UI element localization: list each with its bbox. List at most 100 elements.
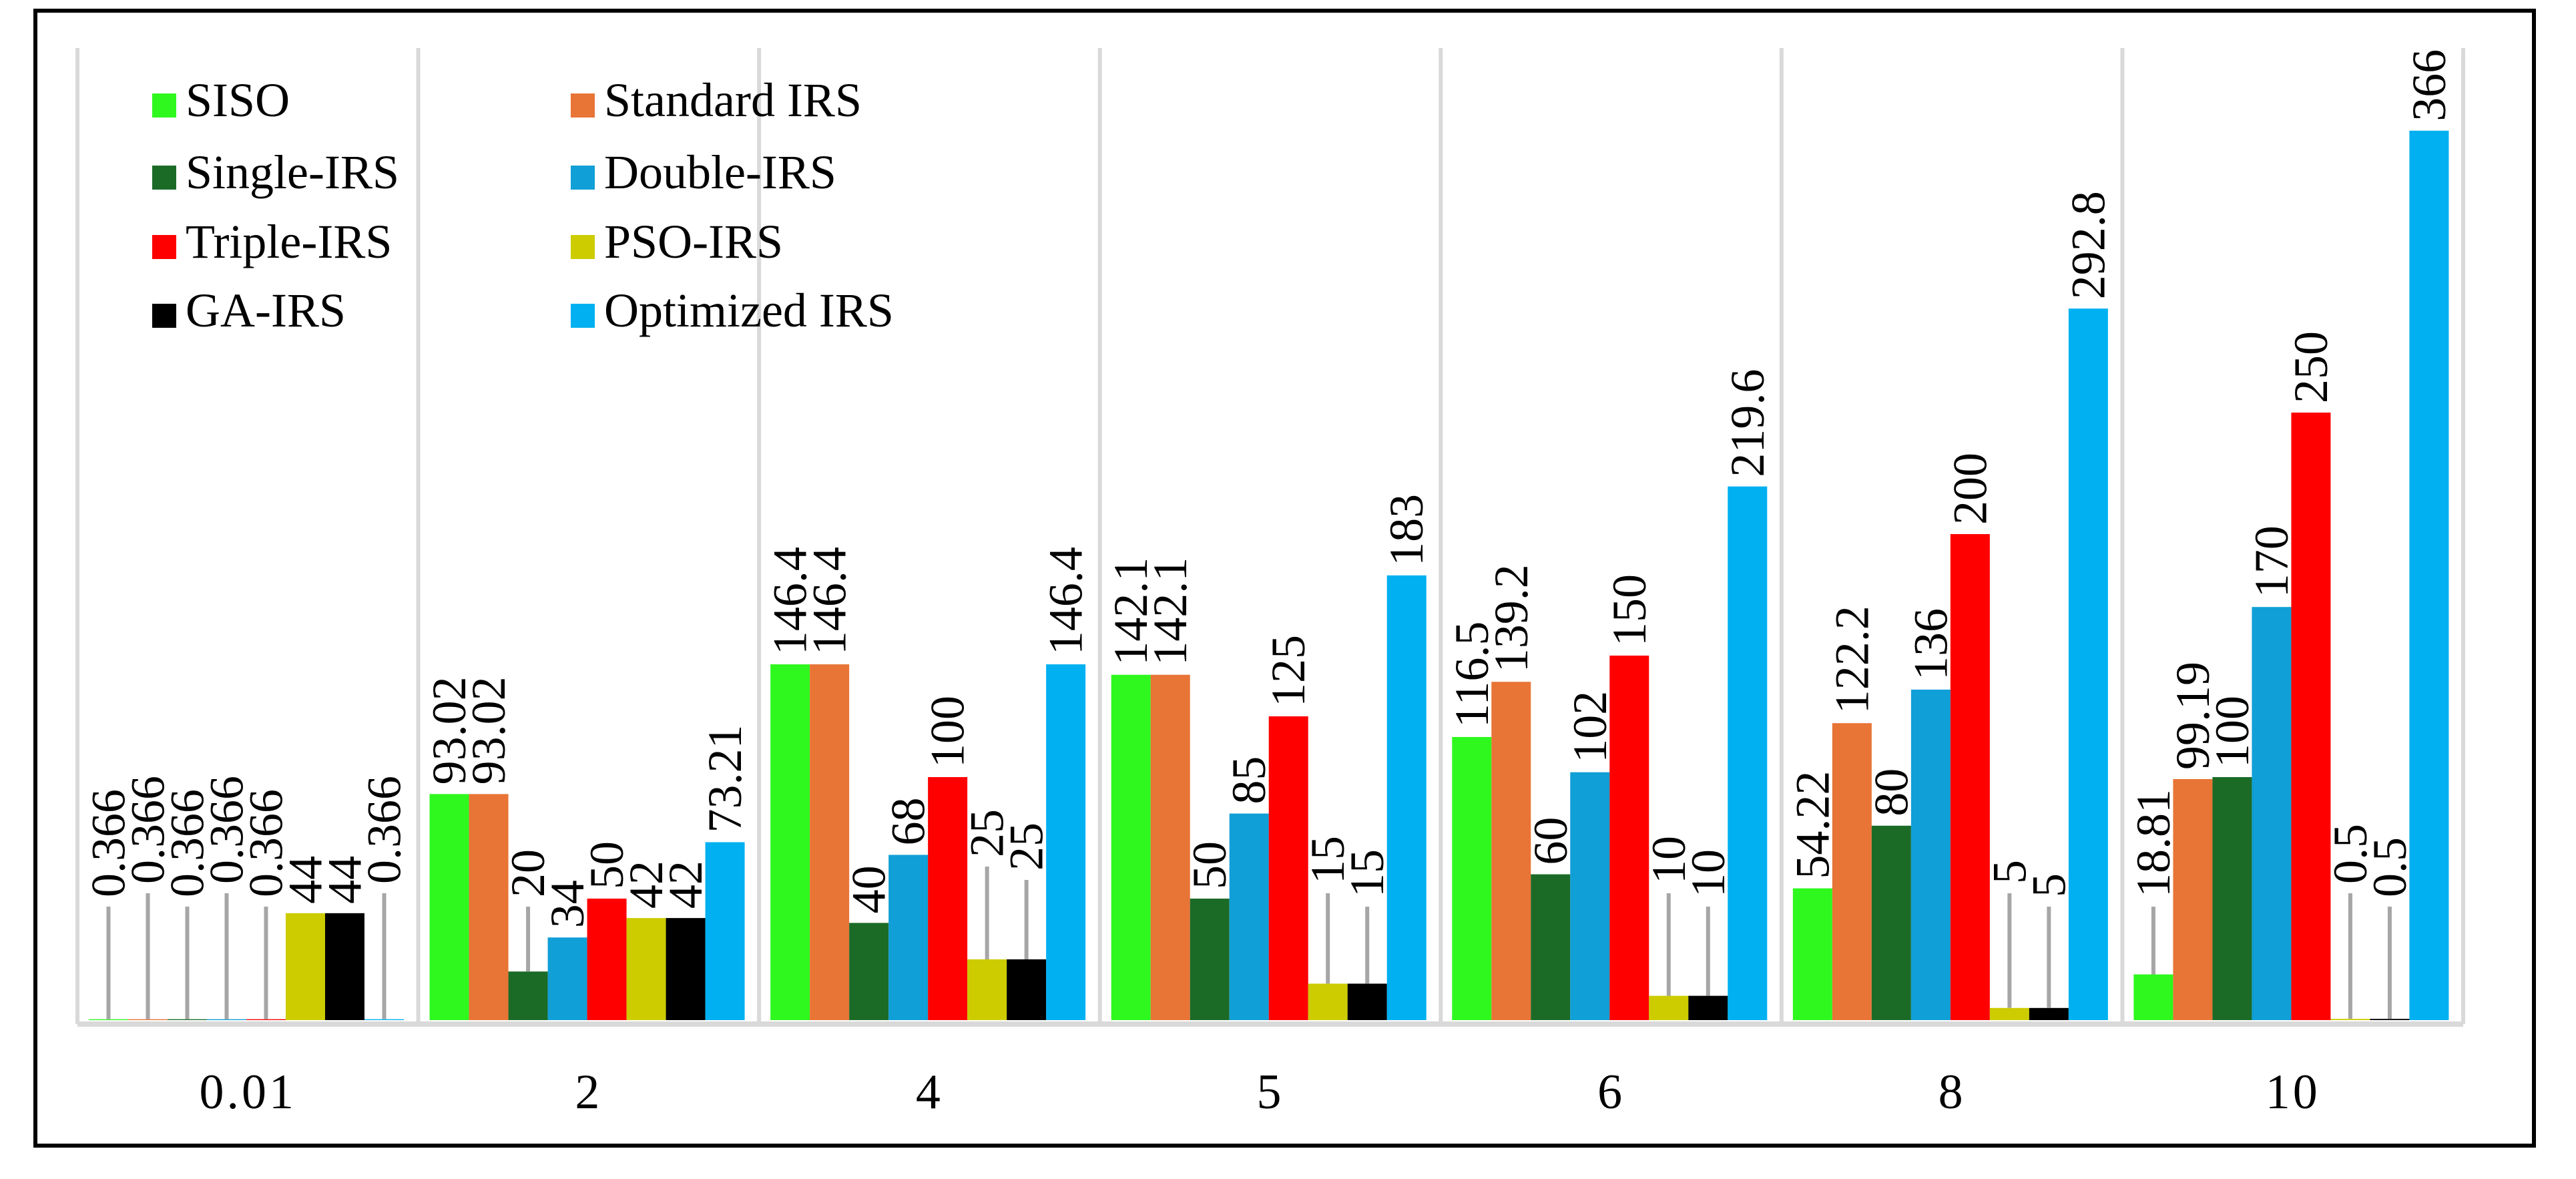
data-label: 125	[1262, 635, 1315, 707]
data-label: 170	[2245, 525, 2298, 598]
bar	[168, 1019, 207, 1020]
data-label: 100	[2206, 696, 2259, 768]
bar	[849, 923, 889, 1020]
data-label: 0.366	[82, 789, 136, 897]
bar	[705, 842, 745, 1020]
data-label: 15	[1301, 836, 1354, 884]
bar	[1452, 736, 1492, 1020]
data-label: 93.02	[423, 676, 476, 784]
data-label: 68	[882, 797, 935, 845]
bar	[1308, 983, 1348, 1020]
data-label: 10	[1682, 849, 1735, 897]
bar	[1150, 674, 1190, 1020]
bar	[2330, 1019, 2370, 1020]
bar	[1910, 689, 1951, 1020]
x-tick-label: 5	[1257, 1065, 1284, 1120]
bar	[286, 913, 325, 1020]
bar	[2409, 130, 2449, 1020]
legend-label: Triple-IRS	[186, 215, 392, 268]
data-label: 54.22	[1786, 771, 1839, 879]
data-label: 146.4	[764, 547, 817, 655]
data-label: 0.366	[121, 776, 175, 884]
data-label: 15	[1340, 849, 1394, 897]
data-label: 146.4	[803, 547, 856, 655]
data-label: 60	[1524, 817, 1577, 865]
legend-swatch	[571, 304, 595, 328]
data-label: 0.5	[2363, 837, 2416, 897]
bar	[1386, 575, 1427, 1020]
x-tick-label: 10	[2266, 1065, 2320, 1120]
legend-swatch	[152, 235, 176, 259]
data-label: 0.366	[240, 789, 293, 897]
data-label: 10	[1642, 836, 1696, 884]
data-label: 42	[659, 861, 712, 909]
data-label: 34	[541, 880, 594, 928]
data-label: 200	[1943, 453, 1997, 525]
bar	[626, 918, 666, 1020]
bar	[1609, 656, 1649, 1020]
data-label: 183	[1380, 494, 1433, 566]
data-label: 20	[501, 849, 555, 897]
bar	[2133, 974, 2173, 1020]
legend-swatch	[152, 166, 176, 190]
bar	[1649, 995, 1689, 1020]
bar	[469, 794, 509, 1020]
data-label: 0.366	[161, 789, 214, 897]
bar	[2291, 413, 2331, 1020]
bar	[1792, 888, 1832, 1020]
x-tick-label: 2	[575, 1065, 602, 1120]
data-label: 44	[318, 856, 372, 904]
data-label: 122.2	[1825, 606, 1878, 714]
data-label: 150	[1603, 574, 1656, 646]
chart-border	[33, 9, 2536, 1148]
x-tick-label: 8	[1939, 1065, 1966, 1120]
bar	[325, 913, 364, 1020]
data-label: 366	[2402, 49, 2456, 122]
bar	[1229, 813, 1269, 1020]
bar	[207, 1019, 246, 1020]
plot-area: 0.010.3660.3660.3660.3660.36644440.36629…	[75, 48, 2465, 1120]
bar	[2370, 1019, 2410, 1020]
data-label: 100	[921, 696, 975, 768]
bar	[2212, 777, 2252, 1020]
data-label: 42	[619, 861, 673, 909]
x-tick-label: 0.01	[200, 1065, 297, 1120]
bar	[967, 959, 1007, 1020]
bar	[1728, 486, 1768, 1020]
bar	[1190, 899, 1230, 1020]
data-label: 142.1	[1104, 557, 1157, 666]
data-label: 50	[1183, 841, 1236, 889]
data-label: 136	[1904, 608, 1957, 680]
bar	[1046, 664, 1086, 1020]
data-label: 73.21	[698, 725, 752, 833]
legend-swatch	[571, 93, 595, 117]
data-label: 250	[2284, 331, 2338, 403]
legend-label: PSO-IRS	[604, 215, 783, 268]
data-label: 0.366	[358, 776, 411, 884]
data-label: 292.8	[2061, 191, 2115, 299]
legend-label: GA-IRS	[186, 284, 346, 337]
bar	[547, 937, 587, 1020]
bar	[1268, 716, 1308, 1020]
data-label: 25	[1000, 822, 1053, 871]
data-label: 139.2	[1485, 564, 1538, 672]
bar	[1950, 534, 1990, 1020]
data-label: 93.02	[462, 676, 515, 784]
bar	[888, 855, 929, 1020]
data-label: 146.4	[1039, 547, 1093, 655]
bar	[128, 1019, 168, 1020]
bar	[429, 794, 469, 1020]
bar	[770, 664, 810, 1020]
bar	[1871, 825, 1911, 1020]
bar	[364, 1019, 404, 1020]
data-label: 5	[1983, 860, 2036, 884]
bar	[666, 918, 706, 1020]
x-tick-label: 4	[916, 1065, 943, 1120]
bar	[246, 1019, 286, 1020]
data-label: 50	[580, 841, 633, 889]
bar	[89, 1019, 128, 1020]
data-label: 0.5	[2324, 824, 2377, 884]
data-label: 116.5	[1445, 622, 1499, 728]
data-label: 142.1	[1143, 557, 1197, 666]
